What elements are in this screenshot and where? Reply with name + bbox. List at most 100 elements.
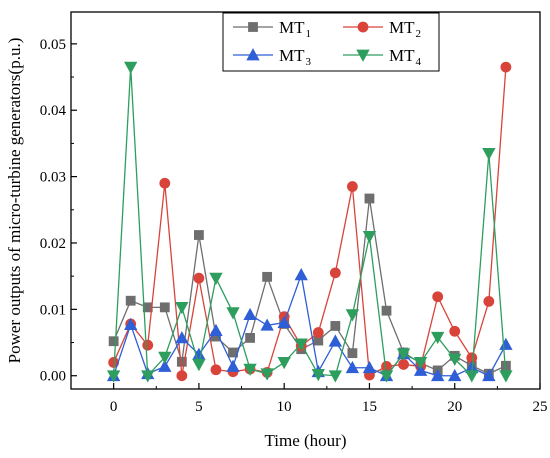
legend-marker bbox=[356, 49, 370, 62]
data-point-mt3 bbox=[430, 368, 445, 382]
data-point-mt1 bbox=[245, 332, 255, 343]
data-point-mt2 bbox=[346, 181, 358, 192]
data-point-mt4 bbox=[396, 348, 411, 361]
data-point-mt2 bbox=[142, 339, 154, 351]
legend-label: MT bbox=[389, 18, 415, 37]
data-point-mt2 bbox=[159, 177, 171, 189]
legend-item-mt4: MT 4 bbox=[343, 46, 422, 68]
data-point-mt3 bbox=[158, 359, 172, 372]
legend-marker bbox=[246, 48, 260, 61]
data-point-mt4 bbox=[448, 353, 462, 366]
data-point-mt3 bbox=[209, 323, 223, 336]
data-point-mt1 bbox=[176, 356, 187, 367]
data-point-mt3 bbox=[482, 368, 496, 382]
data-point-mt1 bbox=[262, 271, 273, 282]
series-line-mt3 bbox=[113, 272, 507, 377]
data-point-mt4 bbox=[482, 147, 496, 161]
data-point-mt3 bbox=[226, 359, 240, 372]
legend-box bbox=[222, 12, 440, 72]
data-point-mt4 bbox=[175, 301, 189, 315]
series-mt4 bbox=[106, 61, 513, 383]
data-point-mt3 bbox=[294, 268, 308, 281]
data-point-mt4 bbox=[243, 363, 257, 376]
data-point-mt1 bbox=[364, 193, 375, 204]
series-mt1 bbox=[108, 193, 511, 379]
data-point-mt1 bbox=[330, 321, 341, 331]
legend-label: MT bbox=[279, 46, 305, 65]
data-point-mt3 bbox=[260, 318, 274, 331]
y-tick-label: 0.04 bbox=[40, 103, 67, 119]
data-point-mt2 bbox=[210, 364, 222, 376]
legend-label: MT bbox=[279, 18, 305, 37]
x-tick-label: 5 bbox=[195, 399, 203, 415]
data-point-mt2 bbox=[483, 295, 495, 307]
data-point-mt2 bbox=[312, 327, 324, 338]
x-tick-label: 25 bbox=[533, 399, 548, 415]
data-point-mt4 bbox=[345, 309, 360, 322]
data-point-mt4 bbox=[294, 338, 308, 351]
data-point-mt4 bbox=[499, 370, 513, 383]
data-point-mt3 bbox=[124, 317, 138, 331]
data-point-mt4 bbox=[124, 61, 138, 74]
x-axis-label: Time (hour) bbox=[264, 431, 346, 450]
y-tick-label: 0.03 bbox=[40, 170, 66, 186]
series-line-mt1 bbox=[113, 198, 507, 375]
series-line-mt4 bbox=[112, 67, 507, 378]
data-point-mt3 bbox=[448, 368, 462, 382]
axis-layer: 0 5 10 15 20 25 0.00 0.01 0.02 0.03 0.04 0.05 bbox=[40, 37, 548, 415]
y-tick-label: 0.05 bbox=[40, 37, 66, 53]
data-point-mt3 bbox=[362, 360, 377, 374]
data-point-mt2 bbox=[500, 61, 512, 73]
series-line-mt2 bbox=[113, 67, 507, 377]
series-mt2 bbox=[108, 61, 512, 382]
data-point-mt3 bbox=[328, 334, 343, 347]
data-point-mt2 bbox=[398, 359, 409, 370]
data-point-mt3 bbox=[243, 307, 257, 321]
data-point-mt1 bbox=[194, 230, 204, 240]
legend-item-mt2: MT 2 bbox=[343, 18, 421, 40]
y-tick-label: 0.00 bbox=[40, 369, 66, 385]
data-point-mt3 bbox=[277, 315, 291, 329]
data-point-mt4 bbox=[209, 272, 223, 285]
data-point-mt1 bbox=[381, 305, 392, 316]
data-point-mt2 bbox=[449, 325, 461, 337]
data-point-mt4 bbox=[141, 370, 155, 383]
data-point-mt1 bbox=[125, 295, 136, 306]
data-point-mt4 bbox=[192, 359, 206, 372]
data-point-mt4 bbox=[106, 370, 121, 383]
legend-label-subscript: 1 bbox=[306, 28, 312, 40]
x-tick-label: 10 bbox=[277, 399, 292, 415]
legend-label-subscript: 3 bbox=[306, 56, 312, 68]
data-point-mt3 bbox=[413, 363, 428, 376]
series-layer bbox=[106, 61, 513, 383]
data-point-mt4 bbox=[158, 351, 172, 364]
data-point-mt2 bbox=[193, 272, 205, 284]
data-point-mt1 bbox=[108, 336, 119, 347]
data-point-mt1 bbox=[159, 302, 170, 313]
data-point-mt1 bbox=[347, 348, 358, 359]
data-point-mt4 bbox=[379, 370, 394, 383]
data-point-mt3 bbox=[175, 331, 189, 344]
y-tick-label: 0.02 bbox=[40, 236, 66, 252]
legend-label: MT bbox=[389, 46, 415, 65]
legend-marker bbox=[248, 22, 258, 32]
x-tick-label: 0 bbox=[110, 399, 118, 415]
legend-label-subscript: 2 bbox=[416, 28, 422, 40]
data-point-mt4 bbox=[226, 307, 240, 320]
legend-item-mt1: MT 1 bbox=[233, 18, 311, 40]
data-point-mt2 bbox=[176, 370, 188, 382]
data-point-mt4 bbox=[413, 357, 428, 370]
data-point-mt4 bbox=[362, 230, 377, 244]
data-point-mt4 bbox=[277, 357, 291, 370]
data-point-mt2 bbox=[432, 291, 444, 303]
plot-frame bbox=[70, 11, 541, 390]
y-tick-label: 0.01 bbox=[40, 302, 66, 318]
legend-label-subscript: 4 bbox=[416, 56, 422, 68]
data-point-mt3 bbox=[499, 337, 513, 350]
data-point-mt4 bbox=[430, 331, 445, 345]
data-point-mt4 bbox=[465, 370, 479, 383]
data-point-mt3 bbox=[345, 360, 360, 374]
x-tick-label: 20 bbox=[447, 399, 462, 415]
